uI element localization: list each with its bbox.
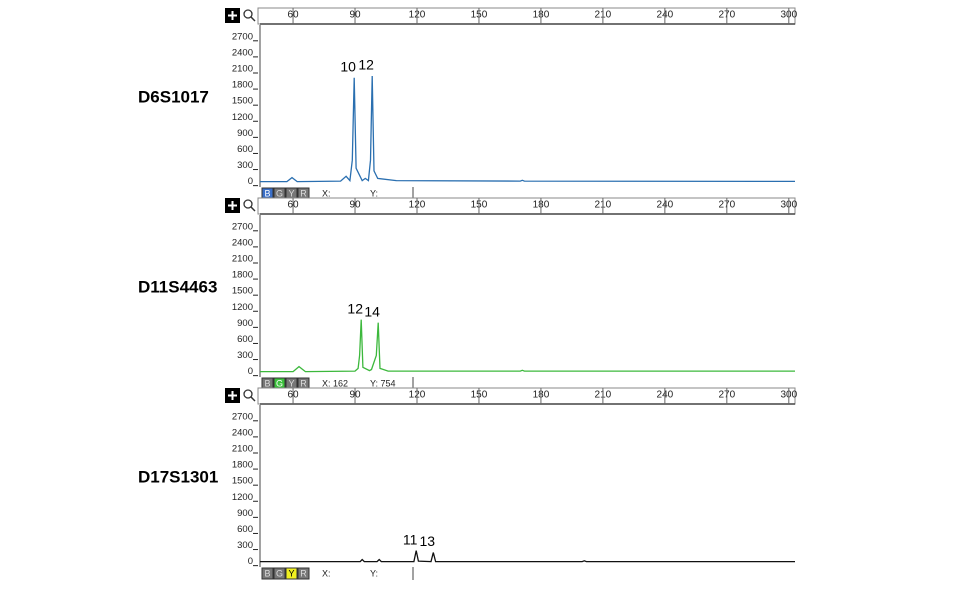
channel-button-label[interactable]: G <box>276 378 283 388</box>
y-tick-label: 0 <box>248 556 253 567</box>
ruler <box>257 197 796 215</box>
cursor-readout: Y: <box>370 568 378 578</box>
channel-button-label[interactable]: B <box>264 378 270 388</box>
channel-button[interactable] <box>261 567 274 580</box>
panel-background <box>225 198 795 390</box>
y-tick-label: 300 <box>237 160 253 171</box>
plus-icon <box>228 201 237 210</box>
y-tick-label: 1200 <box>232 302 253 313</box>
magnifier-icon <box>243 389 253 399</box>
channel-button-label[interactable]: R <box>300 568 307 578</box>
channel-button-label[interactable]: B <box>264 568 270 578</box>
magnifier-handle <box>250 16 256 22</box>
y-tick-label: 1800 <box>232 270 253 281</box>
marker-name: D6S1017 <box>138 87 209 106</box>
y-tick-label: 2400 <box>232 237 253 248</box>
y-tick-label: 0 <box>248 366 253 377</box>
channel-button-label[interactable]: Y <box>288 188 294 198</box>
channel-button[interactable] <box>273 567 286 580</box>
trace <box>260 550 795 563</box>
channel-button-label[interactable]: G <box>276 188 283 198</box>
ruler <box>257 387 796 405</box>
cursor-readout: X: <box>322 568 331 578</box>
toolbar <box>258 187 795 200</box>
plus-icon <box>228 391 237 400</box>
y-tick-label: 1800 <box>232 460 253 471</box>
y-tick-label: 2700 <box>232 31 253 42</box>
channel-button[interactable] <box>285 567 298 580</box>
channel-button[interactable] <box>297 567 310 580</box>
y-tick-label: 2100 <box>232 254 253 265</box>
magnifier-handle <box>250 396 256 402</box>
allele-label: 13 <box>420 533 436 549</box>
y-tick-label: 1500 <box>232 286 253 297</box>
panel-background <box>225 388 795 580</box>
y-tick-label: 300 <box>237 540 253 551</box>
y-tick-label: 2700 <box>232 221 253 232</box>
allele-label: 10 <box>340 58 356 74</box>
allele-label: 12 <box>358 57 374 73</box>
y-tick-label: 1500 <box>232 476 253 487</box>
y-tick-label: 1500 <box>232 96 253 107</box>
y-tick-label: 900 <box>237 508 253 519</box>
cursor-readout: X: 162 <box>322 378 348 388</box>
y-tick-label: 600 <box>237 334 253 345</box>
y-tick-label: 600 <box>237 144 253 155</box>
y-tick-label: 900 <box>237 128 253 139</box>
toolbar <box>258 567 795 580</box>
magnifier-handle <box>250 206 256 212</box>
cursor-readout: Y: 754 <box>370 378 396 388</box>
magnifier-icon <box>243 9 253 19</box>
channel-button-label[interactable]: R <box>300 378 307 388</box>
y-tick-label: 1800 <box>232 80 253 91</box>
toolbar <box>258 377 795 390</box>
trace <box>260 319 795 373</box>
y-tick-label: 2100 <box>232 64 253 75</box>
allele-label: 12 <box>347 300 363 316</box>
channel-button-label[interactable]: Y <box>288 378 294 388</box>
channel-button-label[interactable]: R <box>300 188 307 198</box>
allele-label: 11 <box>403 531 418 547</box>
magnifier-icon <box>243 199 253 209</box>
ruler <box>257 7 796 25</box>
cursor-readout: Y: <box>370 188 378 198</box>
panel-background <box>225 8 795 200</box>
y-tick-label: 300 <box>237 350 253 361</box>
y-tick-label: 1200 <box>232 492 253 503</box>
y-tick-label: 1200 <box>232 112 253 123</box>
channel-button-label[interactable]: Y <box>288 568 294 578</box>
marker-name: D11S4463 <box>138 277 217 296</box>
y-tick-label: 2700 <box>232 411 253 422</box>
marker-name: D17S1301 <box>138 467 218 486</box>
y-tick-label: 2400 <box>232 427 253 438</box>
allele-label: 14 <box>364 303 380 319</box>
y-tick-label: 2400 <box>232 47 253 58</box>
channel-button-label[interactable]: G <box>276 568 283 578</box>
trace <box>260 75 796 183</box>
y-tick-label: 2100 <box>232 444 253 455</box>
y-tick-label: 600 <box>237 524 253 535</box>
channel-button-label[interactable]: B <box>264 188 270 198</box>
plus-icon <box>228 11 237 20</box>
y-tick-label: 900 <box>237 318 253 329</box>
y-tick-label: 0 <box>248 176 253 187</box>
cursor-readout: X: <box>322 188 331 198</box>
